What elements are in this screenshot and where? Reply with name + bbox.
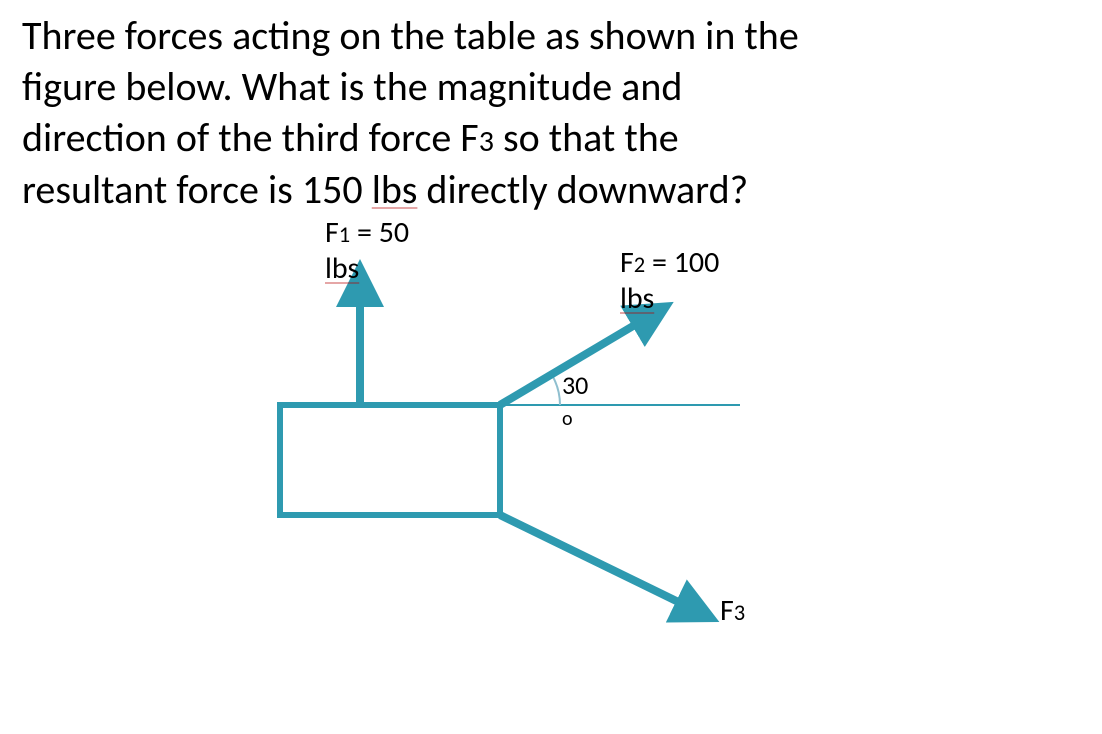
table-rect [280, 405, 500, 515]
text-line-2: figure below. What is the magnitude and [22, 62, 682, 111]
f3-arrow [500, 515, 705, 615]
text-line-1: Three forces acting on the table as show… [22, 11, 799, 60]
text-line-3-pre: direction of the third force F [22, 113, 479, 162]
text-line-4-post: directly downward? [417, 165, 748, 214]
text-line-4-lbs: lbs [372, 165, 418, 214]
f3-label: F3 [720, 593, 745, 629]
f1-label-lbs: lbs [325, 250, 359, 287]
f2-label-pre: F [620, 244, 634, 281]
f2-label-lbs: lbs [620, 280, 654, 317]
text-line-4-pre: resultant force is 150 [22, 165, 372, 214]
f1-label-pre: F [325, 214, 339, 251]
f3-label-sub: 3 [734, 600, 745, 627]
text-line-3-sub: 3 [479, 123, 494, 160]
f1-label-post: = 50 [350, 214, 409, 251]
angle-label: 30 o [562, 370, 588, 432]
angle-value: 30 [562, 369, 588, 401]
figure-svg [0, 215, 1102, 675]
angle-arc [552, 375, 560, 405]
figure: F1 = 50 lbs F2 = 100 lbs 30 o F3 [0, 215, 1102, 675]
f2-label: F2 = 100 lbs [620, 245, 719, 317]
text-line-3-post: so that the [494, 113, 679, 162]
f2-label-sub: 2 [634, 252, 645, 279]
f2-label-post: = 100 [645, 244, 719, 281]
f1-label: F1 = 50 lbs [325, 215, 409, 287]
f1-label-sub: 1 [339, 222, 350, 249]
f3-label-pre: F [720, 592, 734, 629]
problem-statement: Three forces acting on the table as show… [0, 0, 1102, 215]
angle-unit: o [562, 407, 573, 431]
